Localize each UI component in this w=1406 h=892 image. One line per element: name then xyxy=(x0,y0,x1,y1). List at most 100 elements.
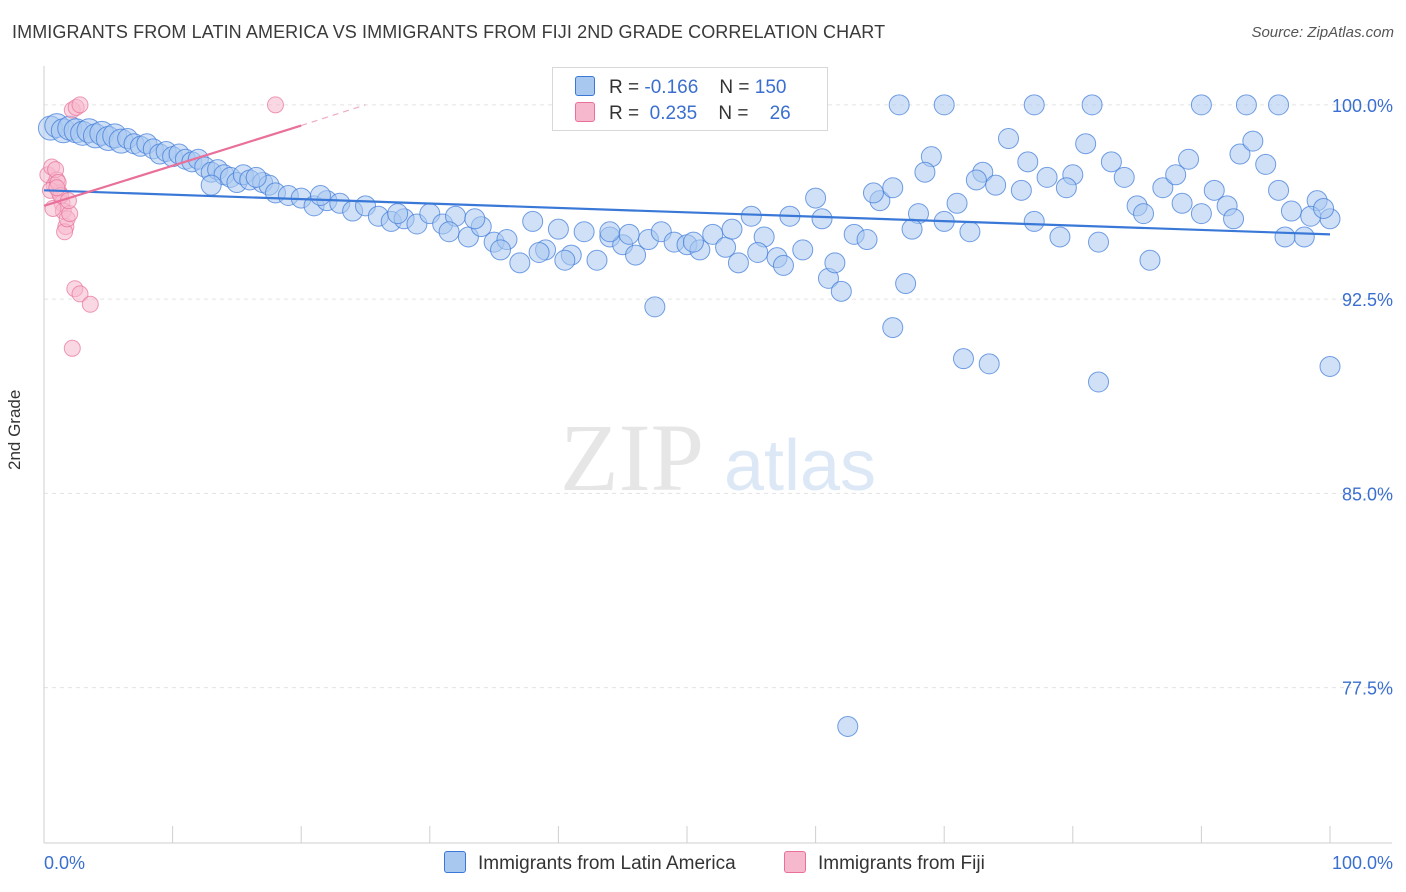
x-tick-label-min: 0.0% xyxy=(44,853,85,873)
point-latin-america xyxy=(1268,179,1290,201)
point-latin-america xyxy=(644,296,666,318)
trend-line-fiji xyxy=(43,124,302,207)
point-latin-america xyxy=(1171,192,1193,214)
point-latin-america xyxy=(1190,203,1212,225)
point-latin-america xyxy=(573,221,595,243)
point-latin-america xyxy=(490,239,512,261)
point-latin-america xyxy=(811,208,833,230)
trend-line-fiji-extension xyxy=(301,104,366,127)
point-latin-america xyxy=(1049,226,1071,248)
point-latin-america xyxy=(830,280,852,302)
trend-line-latin-america xyxy=(43,189,1331,236)
watermark-zip: ZIP xyxy=(560,404,704,511)
legend-row-fiji: R = 0.235 N = 26 xyxy=(575,102,791,126)
point-latin-america xyxy=(1023,210,1045,232)
y-tick-label: 77.5% xyxy=(1342,679,1393,699)
point-latin-america xyxy=(1081,94,1103,116)
bottom-legend-fiji: Immigrants from Fiji xyxy=(784,851,985,875)
point-latin-america xyxy=(1100,151,1122,173)
bottom-legend-swatch-pink xyxy=(784,851,806,873)
y-tick-label: 85.0% xyxy=(1342,484,1393,504)
legend-n-label: N = xyxy=(718,103,749,124)
axes xyxy=(43,66,1392,844)
point-latin-america xyxy=(965,169,987,191)
point-latin-america xyxy=(682,231,704,253)
point-latin-america xyxy=(1319,355,1341,377)
watermark: ZIP atlas xyxy=(560,404,876,511)
point-latin-america xyxy=(1152,177,1174,199)
point-latin-america xyxy=(805,187,827,209)
point-latin-america xyxy=(625,244,647,266)
point-latin-america xyxy=(586,249,608,271)
point-latin-america xyxy=(837,715,859,737)
point-latin-america xyxy=(1113,166,1135,188)
point-latin-america xyxy=(772,254,794,276)
source-label: Source: ZipAtlas.com xyxy=(1251,24,1394,41)
point-latin-america xyxy=(547,218,569,240)
point-latin-america xyxy=(1268,94,1290,116)
point-fiji xyxy=(266,96,284,114)
point-latin-america xyxy=(522,210,544,232)
point-latin-america xyxy=(1075,133,1097,155)
point-latin-america xyxy=(554,249,576,271)
point-latin-america xyxy=(528,241,550,263)
point-latin-america xyxy=(1235,94,1257,116)
point-latin-america xyxy=(245,166,267,188)
tick-labels: 100.0% 92.5% 85.0% 77.5% 0.0% 100.0% xyxy=(44,96,1393,873)
point-latin-america xyxy=(464,208,486,230)
point-latin-america xyxy=(914,161,936,183)
point-latin-america xyxy=(978,353,1000,375)
point-latin-america xyxy=(438,221,460,243)
point-latin-america xyxy=(882,177,904,199)
point-latin-america xyxy=(1223,208,1245,230)
bottom-legend-label: Immigrants from Latin America xyxy=(478,853,736,874)
point-latin-america xyxy=(792,239,814,261)
watermark-atlas: atlas xyxy=(724,426,876,506)
point-latin-america xyxy=(985,174,1007,196)
point-latin-america xyxy=(1280,200,1302,222)
point-latin-america xyxy=(1313,197,1335,219)
legend-n-label: N = xyxy=(719,77,750,98)
point-fiji xyxy=(71,96,89,114)
point-latin-america xyxy=(1255,153,1277,175)
point-latin-america xyxy=(824,252,846,274)
point-latin-america xyxy=(933,94,955,116)
point-latin-america xyxy=(200,174,222,196)
x-tick-label-max: 100.0% xyxy=(1332,853,1393,873)
point-latin-america xyxy=(721,218,743,240)
bottom-legend-swatch-blue xyxy=(444,851,466,873)
point-latin-america xyxy=(1274,226,1296,248)
point-latin-america xyxy=(959,221,981,243)
legend-r-label: R = xyxy=(609,103,640,124)
point-latin-america xyxy=(1055,177,1077,199)
bottom-legend-label: Immigrants from Fiji xyxy=(818,853,985,874)
point-latin-america xyxy=(702,223,724,245)
series-latin-america-points xyxy=(37,94,1341,737)
point-latin-america xyxy=(740,205,762,227)
legend-n-value: 150 xyxy=(754,77,787,98)
point-latin-america xyxy=(1017,151,1039,173)
legend-r-value: 0.235 xyxy=(649,103,698,124)
legend-swatch-blue xyxy=(575,76,595,96)
point-latin-america xyxy=(618,223,640,245)
point-fiji xyxy=(48,179,66,197)
point-fiji xyxy=(71,285,89,303)
point-latin-america xyxy=(1139,249,1161,271)
point-fiji xyxy=(81,295,99,313)
point-latin-america xyxy=(387,203,409,225)
point-latin-america xyxy=(727,252,749,274)
point-latin-america xyxy=(888,94,910,116)
point-latin-america xyxy=(901,218,923,240)
point-latin-america xyxy=(1036,166,1058,188)
point-latin-america xyxy=(1178,148,1200,170)
point-latin-america xyxy=(1242,130,1264,152)
point-latin-america xyxy=(1088,231,1110,253)
point-latin-america xyxy=(952,348,974,370)
point-latin-america xyxy=(856,229,878,251)
point-latin-america xyxy=(895,273,917,295)
bottom-legend-latin-america: Immigrants from Latin America xyxy=(444,851,736,875)
chart-title: IMMIGRANTS FROM LATIN AMERICA VS IMMIGRA… xyxy=(12,22,886,42)
point-latin-america xyxy=(1229,143,1251,165)
point-fiji xyxy=(63,339,81,357)
